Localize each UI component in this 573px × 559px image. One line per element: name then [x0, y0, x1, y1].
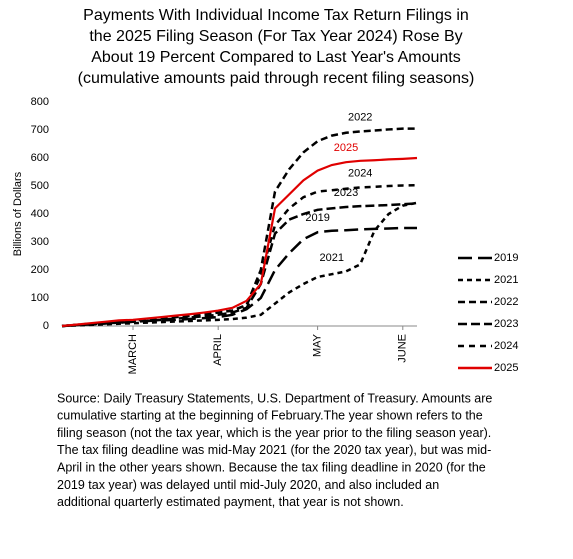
x-tick-label: JUNE — [397, 334, 409, 363]
legend-label: 2019 — [494, 252, 518, 264]
line-label: 2022 — [348, 111, 372, 123]
series-line — [61, 201, 418, 328]
y-tick-label: 300 — [31, 236, 49, 248]
chart-title: the 2025 Filing Season (For Tax Year 202… — [89, 28, 462, 45]
x-tick-label: MARCH — [127, 334, 139, 374]
y-tick-label: 200 — [31, 264, 49, 276]
legend-label: 2021 — [494, 274, 518, 286]
line-label: 2024 — [348, 167, 372, 179]
chart-title: About 19 Percent Compared to Last Year's… — [91, 49, 461, 66]
chart-title: Payments With Individual Income Tax Retu… — [83, 7, 469, 24]
x-tick-label: MAY — [312, 333, 324, 357]
chart-title: (cumulative amounts paid through recent … — [78, 70, 475, 87]
y-tick-label: 700 — [31, 124, 49, 136]
line-label: 2021 — [320, 252, 344, 264]
source-note: 2019 tax year) was delayed until mid-Jul… — [57, 478, 439, 492]
line-label: 2019 — [305, 212, 329, 224]
y-tick-label: 800 — [31, 96, 49, 108]
source-note: Source: Daily Treasury Statements, U.S. … — [57, 391, 492, 405]
legend-label: 2022 — [494, 296, 518, 308]
legend-label: 2023 — [494, 318, 518, 330]
legend-label: 2025 — [494, 362, 518, 374]
source-note: cumulative starting at the beginning of … — [57, 409, 483, 423]
y-tick-label: 400 — [31, 208, 49, 220]
y-axis-label: Billions of Dollars — [12, 171, 24, 256]
source-note: filing season (not the tax year, which i… — [57, 426, 491, 440]
line-label: 2023 — [334, 187, 358, 199]
y-tick-label: 100 — [31, 292, 49, 304]
line-label: 2025 — [334, 142, 358, 154]
y-tick-label: 0 — [43, 320, 49, 332]
x-tick-label: APRIL — [212, 334, 224, 366]
source-note: additional quarterly estimated payment, … — [57, 495, 404, 509]
y-tick-label: 600 — [31, 152, 49, 164]
series-line — [61, 127, 417, 328]
series-line — [61, 156, 418, 328]
series-line — [61, 226, 417, 328]
source-note: April in the other years shown. Because … — [57, 460, 486, 474]
source-note: The tax filing deadline was mid-May 2021… — [57, 443, 491, 457]
y-tick-label: 500 — [31, 180, 49, 192]
legend-label: 2024 — [494, 340, 518, 352]
